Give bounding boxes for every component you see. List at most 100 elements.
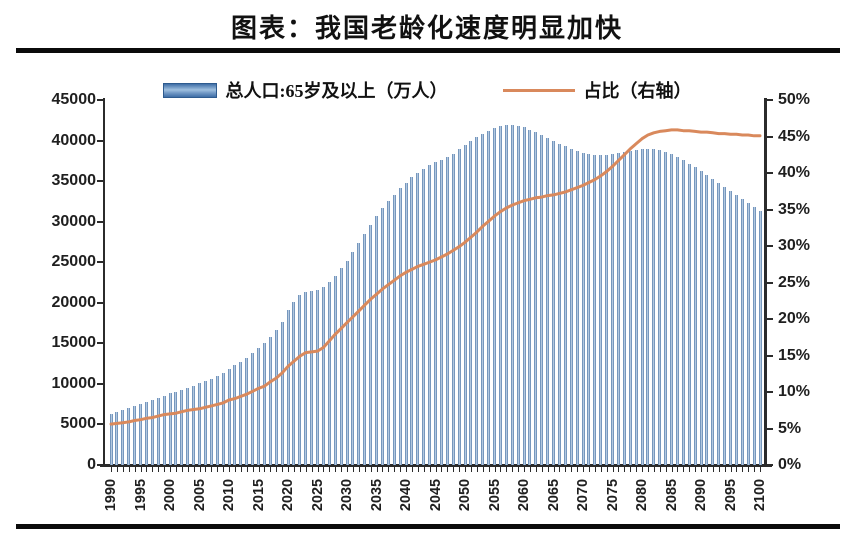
population-bar	[375, 215, 378, 465]
x-axis-tick	[140, 466, 142, 472]
x-axis-label: 2060	[516, 478, 532, 512]
x-axis-label: 2050	[457, 478, 473, 512]
x-axis-tick	[754, 466, 756, 472]
left-axis-label: 20000	[51, 293, 97, 311]
population-bar	[445, 157, 449, 465]
population-bar	[239, 361, 243, 465]
population-bar	[481, 133, 485, 465]
x-axis-tick	[423, 466, 425, 472]
x-axis-label: 2055	[486, 478, 503, 512]
x-axis-tick	[258, 466, 260, 472]
population-bar	[369, 224, 373, 465]
x-axis-tick	[647, 466, 649, 472]
population-bar	[209, 378, 213, 465]
right-axis-label: 40%	[778, 164, 811, 181]
x-axis-tick	[447, 466, 449, 472]
population-bar	[316, 290, 319, 465]
population-bar	[327, 282, 331, 465]
x-axis-label: 2095	[722, 478, 739, 512]
x-axis-label: 2035	[368, 478, 385, 512]
population-bar	[540, 135, 544, 465]
x-axis-tick	[358, 466, 360, 472]
population-bar	[611, 154, 614, 465]
population-bar	[457, 149, 461, 465]
population-bar	[451, 153, 455, 465]
x-axis-tick	[317, 466, 319, 472]
x-axis-label: 2005	[191, 478, 208, 512]
x-axis-tick	[524, 466, 525, 472]
population-bar	[670, 154, 673, 465]
x-axis-tick	[111, 466, 112, 472]
population-bar	[469, 141, 473, 465]
population-bar	[398, 188, 402, 465]
x-axis-tick	[240, 466, 242, 472]
x-axis-tick	[748, 466, 750, 472]
population-bar	[546, 138, 550, 465]
x-axis-tick	[671, 466, 673, 472]
population-bar	[493, 128, 496, 465]
population-bar	[345, 260, 349, 465]
left-axis-tick	[96, 342, 103, 345]
population-bar	[487, 130, 491, 465]
population-bar	[723, 187, 727, 465]
population-bar	[292, 302, 296, 465]
right-axis-label: 45%	[778, 127, 811, 145]
x-axis-tick	[683, 466, 685, 472]
left-axis-tick	[96, 139, 103, 142]
x-axis-tick	[311, 466, 313, 472]
x-axis-tick	[170, 466, 171, 472]
right-axis-tick	[766, 172, 773, 174]
x-axis-label: 2045	[427, 478, 444, 512]
chart-title: 图表：我国老龄化速度明显加快	[230, 14, 623, 43]
right-axis-label: 20%	[778, 310, 811, 327]
x-axis-label: 2040	[398, 478, 414, 512]
right-axis-tick	[766, 427, 773, 430]
population-bar	[658, 150, 662, 465]
population-bar	[463, 145, 467, 465]
x-axis-tick	[158, 466, 160, 472]
population-bar	[699, 170, 703, 465]
x-axis-tick	[529, 466, 531, 472]
left-axis-tick	[96, 99, 103, 101]
population-bar	[605, 155, 609, 465]
population-bar	[664, 151, 668, 465]
x-axis-label: 2080	[634, 478, 650, 512]
population-bar	[581, 152, 585, 465]
population-bar	[740, 199, 744, 465]
population-bar	[569, 148, 573, 465]
population-bar	[386, 201, 390, 465]
x-axis-tick	[370, 466, 372, 472]
population-bar	[203, 381, 207, 465]
population-bar	[357, 242, 361, 465]
population-bar	[221, 373, 225, 465]
x-axis-tick	[175, 466, 177, 472]
x-axis-tick	[323, 466, 325, 472]
population-bar	[298, 294, 302, 465]
x-axis-label: 2030	[339, 478, 355, 512]
population-bar	[310, 291, 314, 465]
x-axis-tick	[577, 466, 579, 472]
population-bar	[339, 268, 343, 465]
x-axis-label: 2000	[162, 478, 178, 512]
x-axis-tick	[482, 466, 484, 472]
x-axis-tick	[659, 466, 661, 472]
x-axis-tick	[229, 466, 230, 472]
population-bar	[392, 194, 396, 465]
x-axis-tick	[406, 466, 407, 472]
population-bar	[534, 132, 538, 465]
population-bar	[475, 137, 479, 465]
x-axis-tick	[193, 466, 195, 472]
population-bar	[563, 146, 567, 465]
population-bar	[528, 129, 532, 465]
population-bar	[681, 160, 685, 465]
left-axis-tick	[96, 180, 103, 183]
right-axis-label: 50%	[778, 91, 811, 108]
left-axis-label: 15000	[51, 334, 97, 352]
population-bar	[552, 140, 555, 465]
population-bar	[439, 160, 443, 465]
population-bar	[746, 203, 750, 465]
right-axis-tick	[766, 281, 773, 284]
population-bar	[227, 368, 231, 465]
population-bar	[516, 125, 520, 465]
